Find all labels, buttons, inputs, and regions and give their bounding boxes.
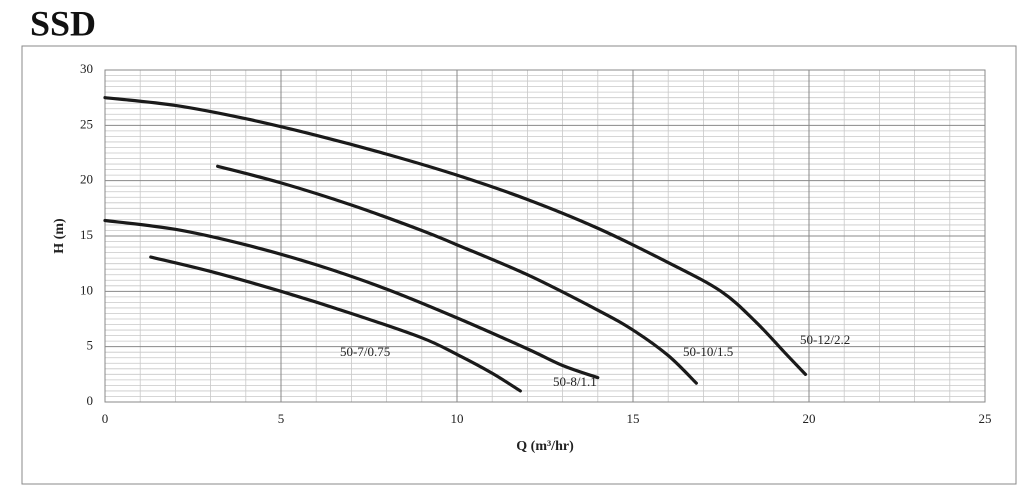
x-tick-label: 20 [803,411,816,426]
x-axis-label: Q (m³/hr) [516,439,574,454]
series-line [103,96,808,376]
y-tick-label: 20 [80,172,93,187]
y-tick-label: 15 [80,227,93,242]
x-tick-label: 5 [278,411,285,426]
y-tick-label: 5 [87,338,94,353]
series-label: 50-10/1.5 [683,344,733,359]
series-line [103,218,600,380]
chart-title: SSD [30,3,96,43]
y-axis-label: H (m) [52,218,67,254]
x-tick-label: 25 [979,411,992,426]
series-label: 50-8/1.1 [553,374,597,389]
x-tick-label: 15 [627,411,640,426]
series-line [216,164,698,385]
x-tick-label: 0 [102,411,109,426]
series-line [149,255,522,393]
x-tick-label: 10 [451,411,464,426]
chart-frame [21,45,1017,485]
y-tick-label: 0 [87,393,94,408]
y-tick-label: 25 [80,116,93,131]
series-label: 50-12/2.2 [800,332,850,347]
y-tick-label: 30 [80,61,93,76]
y-tick-label: 10 [80,282,93,297]
series-label: 50-7/0.75 [340,344,390,359]
